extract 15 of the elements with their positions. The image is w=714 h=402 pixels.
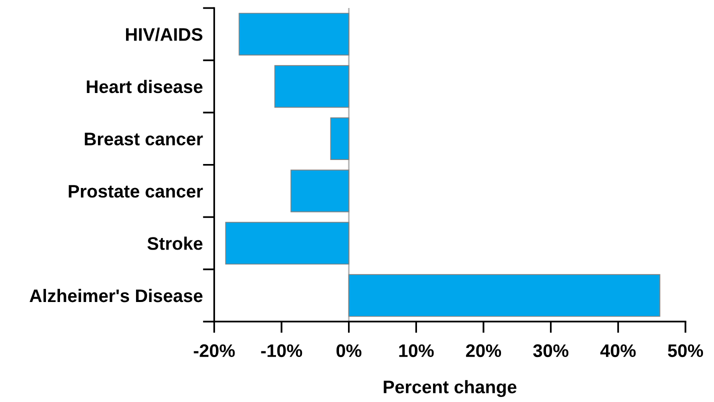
x-tick-label: 20% bbox=[466, 344, 502, 358]
x-tick-label: 30% bbox=[533, 344, 568, 358]
x-tick-label: 40% bbox=[600, 344, 636, 358]
y-tick-label: Alzheimer's Disease bbox=[30, 288, 202, 302]
y-tick-label: HIV/AIDS bbox=[126, 28, 202, 42]
x-axis-title: Percent change bbox=[384, 380, 516, 398]
x-tick-label: -20% bbox=[194, 344, 235, 358]
x-tick-label: 50% bbox=[668, 344, 704, 358]
x-tick-label: -10% bbox=[261, 344, 302, 358]
x-tick-label: 10% bbox=[399, 344, 434, 358]
y-tick-label: Breast cancer bbox=[84, 132, 203, 146]
y-tick-label: Stroke bbox=[147, 236, 202, 250]
x-tick-label: 0% bbox=[336, 344, 362, 358]
y-tick-label: Prostate cancer bbox=[68, 185, 203, 198]
y-tick-label: Heart disease bbox=[86, 80, 202, 94]
